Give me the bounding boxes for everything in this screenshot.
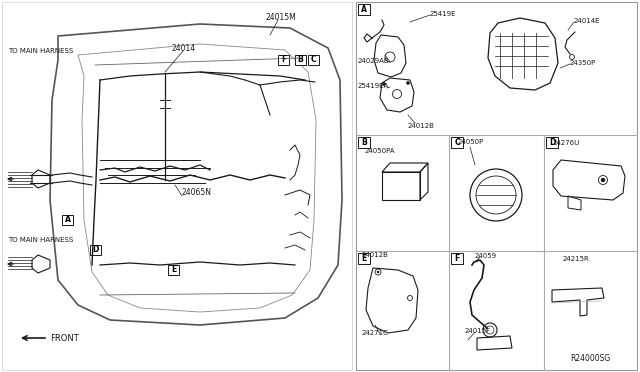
Text: 24014: 24014: [172, 44, 196, 53]
Text: F: F: [454, 254, 460, 263]
Text: F: F: [281, 55, 286, 64]
Bar: [168, 265, 179, 275]
Text: 25419EA: 25419EA: [358, 83, 389, 89]
Text: B: B: [361, 138, 367, 147]
Bar: [358, 253, 370, 264]
Text: 24050P: 24050P: [458, 139, 484, 145]
Text: 24050PA: 24050PA: [365, 148, 396, 154]
Text: 24065N: 24065N: [182, 188, 212, 197]
Ellipse shape: [601, 178, 605, 182]
Bar: [278, 55, 289, 65]
Bar: [358, 137, 370, 148]
Ellipse shape: [406, 81, 410, 84]
Text: A: A: [361, 5, 367, 14]
Text: E: E: [171, 266, 176, 275]
Bar: [356, 2, 637, 370]
Text: 24271C: 24271C: [362, 330, 389, 336]
Bar: [90, 245, 101, 255]
Text: TO MAIN HARNESS: TO MAIN HARNESS: [8, 48, 73, 54]
Text: 24350P: 24350P: [570, 60, 596, 66]
Text: 24059: 24059: [475, 253, 497, 259]
Bar: [451, 253, 463, 264]
Text: B: B: [298, 55, 303, 64]
Text: A: A: [65, 215, 70, 224]
Bar: [295, 55, 306, 65]
Ellipse shape: [383, 83, 385, 86]
Text: TO MAIN HARNESS: TO MAIN HARNESS: [8, 237, 73, 243]
Text: E: E: [362, 254, 367, 263]
Text: 24014E: 24014E: [574, 18, 600, 24]
Bar: [382, 172, 420, 200]
Text: 24215R: 24215R: [563, 256, 589, 262]
Text: 24015M: 24015M: [265, 13, 296, 22]
Text: 24015F: 24015F: [465, 328, 491, 334]
Text: 25419E: 25419E: [430, 11, 456, 17]
Text: 24276U: 24276U: [553, 140, 580, 146]
Bar: [546, 137, 558, 148]
Ellipse shape: [377, 271, 380, 273]
Text: D: D: [92, 246, 99, 254]
Text: C: C: [454, 138, 460, 147]
Text: R24000SG: R24000SG: [570, 354, 611, 363]
Text: 24029AB: 24029AB: [358, 58, 390, 64]
Bar: [2, 2, 352, 370]
Bar: [308, 55, 319, 65]
Bar: [451, 137, 463, 148]
Text: FRONT: FRONT: [50, 334, 79, 343]
Text: C: C: [310, 55, 316, 64]
Text: 24012B: 24012B: [408, 123, 435, 129]
Text: 24012B: 24012B: [362, 252, 389, 258]
Bar: [358, 4, 370, 15]
Text: D: D: [549, 138, 555, 147]
Bar: [62, 215, 73, 225]
